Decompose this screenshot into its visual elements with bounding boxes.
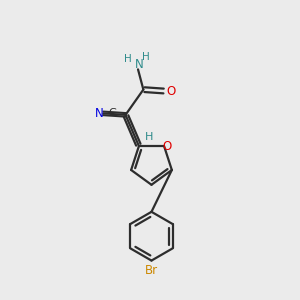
Text: H: H [142, 52, 150, 62]
Text: N: N [135, 58, 144, 70]
Text: H: H [124, 54, 131, 64]
Text: Br: Br [145, 265, 158, 278]
Text: O: O [167, 85, 176, 98]
Text: O: O [162, 140, 172, 153]
Text: C: C [108, 108, 116, 118]
Text: N: N [94, 107, 103, 120]
Text: H: H [145, 132, 154, 142]
